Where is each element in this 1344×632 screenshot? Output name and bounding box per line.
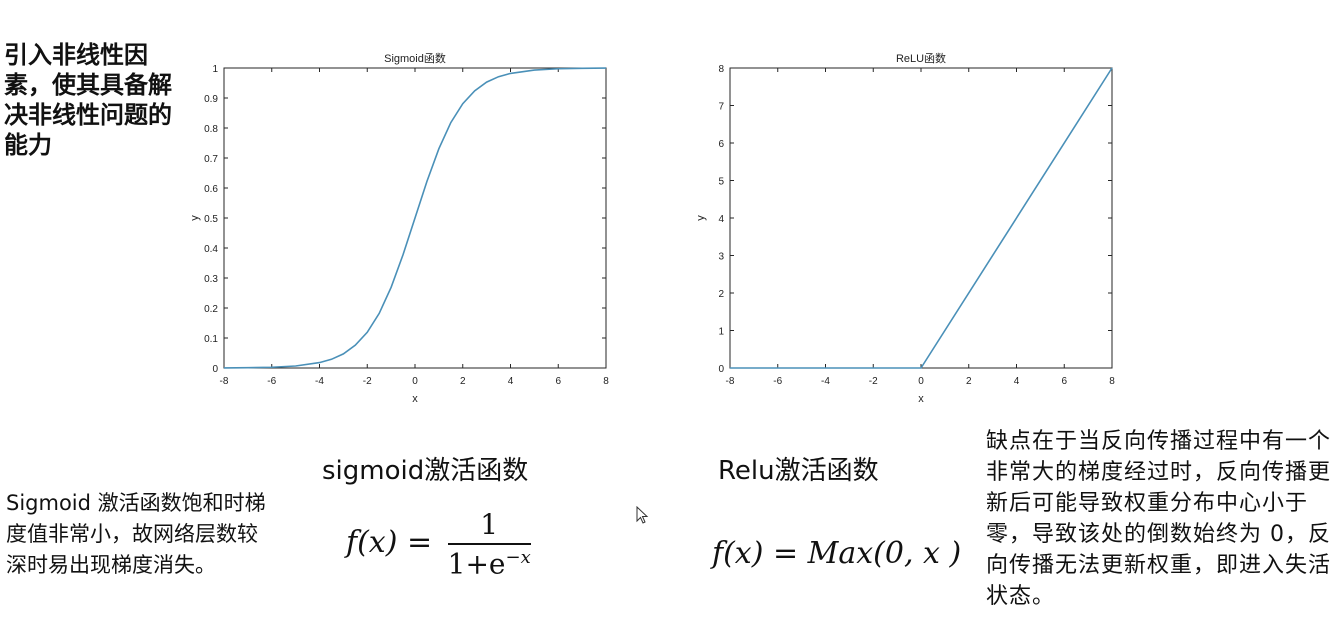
- y-tick-label: 0.7: [204, 154, 218, 165]
- relu-drawback-note: 缺点在于当反向传播过程中有一个非常大的梯度经过时，反向传播更新后可能导致权重分布…: [986, 429, 1332, 609]
- y-tick-label: 0.3: [204, 274, 218, 285]
- sigmoid-drawback-note: Sigmoid 激活函数饱和时梯度值非常小，故网络层数较深时易出现梯度消失。: [6, 491, 266, 577]
- series-line-0: [223, 67, 607, 369]
- x-tick-label: 4: [508, 376, 514, 387]
- sigmoid-formula: f(x) = 1 1+e−x: [346, 508, 531, 580]
- y-tick-label: 2: [718, 289, 724, 300]
- chart-title: Sigmoid函数: [384, 52, 446, 65]
- x-axis-label: x: [412, 393, 418, 405]
- y-tick-label: 0.4: [204, 244, 218, 255]
- x-tick-label: -6: [267, 376, 276, 387]
- x-tick-label: -4: [315, 376, 324, 387]
- sigmoid-fraction: 1 1+e−x: [447, 508, 531, 580]
- x-tick-label: -8: [220, 376, 229, 387]
- y-axis-label: y: [695, 215, 707, 221]
- x-tick-label: -4: [821, 376, 830, 387]
- sigmoid-numerator: 1: [447, 508, 531, 545]
- y-tick-label: 5: [718, 177, 724, 188]
- x-tick-label: -2: [869, 376, 878, 387]
- x-tick-label: 6: [1061, 376, 1067, 387]
- y-tick-label: 0.8: [204, 124, 218, 135]
- x-tick-label: 8: [603, 376, 609, 387]
- y-tick-label: 1: [718, 327, 724, 338]
- x-tick-label: -8: [726, 376, 735, 387]
- y-tick-label: 3: [718, 252, 724, 263]
- y-tick-label: 0.1: [204, 334, 218, 345]
- intro-note: 引入非线性因素，使其具备解决非线性问题的能力: [4, 41, 172, 159]
- x-tick-label: 2: [460, 376, 466, 387]
- relu-caption: Relu激活函数: [718, 456, 879, 486]
- y-tick-label: 0: [212, 364, 218, 375]
- sigmoid-formula-lhs: f(x) =: [346, 525, 433, 561]
- chart-title: ReLU函数: [896, 52, 946, 65]
- y-tick-label: 0.6: [204, 184, 218, 195]
- x-tick-label: -6: [773, 376, 782, 387]
- y-tick-label: 0: [718, 364, 724, 375]
- y-tick-label: 8: [718, 64, 724, 75]
- y-tick-label: 0.9: [204, 94, 218, 105]
- y-axis-label: y: [189, 215, 201, 221]
- relu-formula: f(x) = Max(0, x ): [712, 536, 962, 571]
- x-tick-label: 6: [555, 376, 561, 387]
- y-tick-label: 4: [718, 214, 724, 225]
- y-tick-label: 7: [718, 102, 724, 113]
- sigmoid-caption: sigmoid激活函数: [322, 456, 529, 486]
- x-tick-label: 2: [966, 376, 972, 387]
- x-tick-label: -2: [363, 376, 372, 387]
- x-tick-label: 0: [412, 376, 418, 387]
- sigmoid-chart: Sigmoid函数 -8 -6 -4 -2 0 2 4 6 8 0 0.1 0.2 0.3 0.4 0.5 0.…: [189, 52, 609, 405]
- plot-area: [729, 67, 1113, 369]
- x-axis-label: x: [918, 393, 924, 405]
- y-tick-label: 6: [718, 139, 724, 150]
- y-tick-label: 0.2: [204, 304, 218, 315]
- y-tick-label: 1: [212, 64, 218, 75]
- sigmoid-denominator-base: 1+e: [447, 547, 506, 581]
- x-tick-label: 4: [1014, 376, 1020, 387]
- x-tick-label: 0: [918, 376, 924, 387]
- mouse-cursor-icon: [636, 506, 649, 524]
- y-tick-label: 0.5: [204, 214, 218, 225]
- sigmoid-exponent: −x: [505, 547, 531, 568]
- x-tick-label: 8: [1109, 376, 1115, 387]
- sigmoid-denominator: 1+e−x: [448, 545, 531, 580]
- series-line-0: [730, 67, 1113, 369]
- relu-chart: ReLU函数 -8 -6 -4 -2 0 2 4 6 8 0 1 2 3 4 5 6 7 8 x y: [695, 52, 1115, 405]
